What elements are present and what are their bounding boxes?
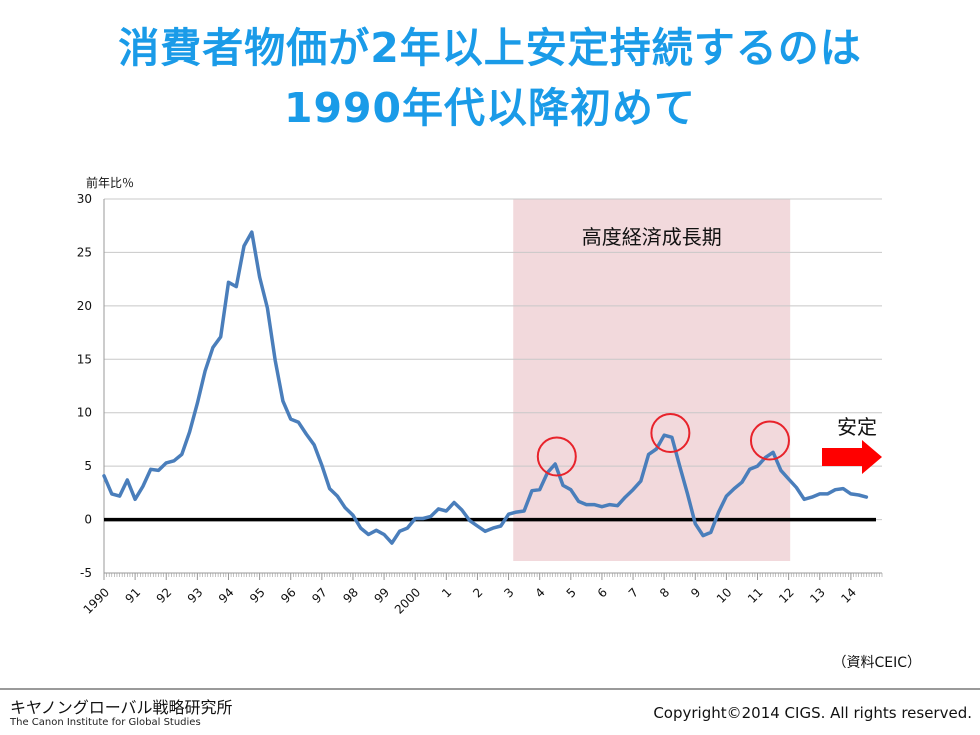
x-tick-label: 3 bbox=[501, 585, 516, 600]
x-tick-label: 96 bbox=[278, 585, 299, 606]
x-tick-label: 14 bbox=[838, 585, 859, 606]
x-tick-label: 91 bbox=[123, 585, 144, 606]
footer-divider bbox=[0, 688, 980, 690]
y-tick-label: 15 bbox=[77, 352, 92, 366]
x-tick-label: 7 bbox=[626, 585, 641, 600]
highlight-circle bbox=[749, 420, 790, 461]
x-tick-label: 10 bbox=[714, 585, 735, 606]
x-tick-label: 1990 bbox=[81, 585, 112, 616]
x-tick-label: 99 bbox=[371, 585, 392, 606]
x-tick-label: 2 bbox=[470, 585, 485, 600]
slide-title-line1: 消費者物価が2年以上安定持続するのは bbox=[118, 24, 862, 72]
x-tick-label: 5 bbox=[564, 585, 579, 600]
org-name-ja: キヤノングローバル戦略研究所 bbox=[10, 698, 233, 717]
y-axis-label: 前年比％ bbox=[86, 175, 134, 190]
x-tick-label: 1 bbox=[439, 585, 454, 600]
copyright-text: Copyright©2014 CIGS. All rights reserved… bbox=[653, 704, 972, 722]
x-tick-label: 94 bbox=[216, 585, 237, 606]
x-tick-label: 95 bbox=[247, 585, 268, 606]
y-tick-label: 10 bbox=[77, 406, 92, 420]
x-tick-label: 4 bbox=[532, 585, 547, 600]
x-tick-label: 13 bbox=[807, 585, 828, 606]
slide-title-line2: 1990年代以降初めて bbox=[283, 84, 697, 132]
x-tick-label: 11 bbox=[745, 585, 766, 606]
right-arrow-icon bbox=[822, 440, 882, 474]
stable-annotation-label: 安定 bbox=[837, 415, 877, 439]
cpi-series-line bbox=[102, 230, 869, 545]
y-tick-label: -5 bbox=[80, 566, 92, 580]
x-tick-label: 2000 bbox=[392, 585, 423, 616]
y-tick-label: 30 bbox=[77, 192, 92, 206]
highlight-circle bbox=[536, 436, 577, 477]
x-tick-label: 98 bbox=[340, 585, 361, 606]
y-tick-label: 5 bbox=[84, 459, 92, 473]
x-tick-label: 92 bbox=[154, 585, 175, 606]
x-tick-label: 97 bbox=[309, 585, 330, 606]
org-name-en: The Canon Institute for Global Studies bbox=[10, 717, 201, 728]
highlight-circle bbox=[650, 413, 691, 454]
x-tick-label: 9 bbox=[688, 585, 703, 600]
shaded-region bbox=[513, 199, 791, 561]
y-tick-label: 25 bbox=[77, 245, 92, 259]
x-tick-label: 93 bbox=[185, 585, 206, 606]
y-tick-label: 20 bbox=[77, 299, 92, 313]
shaded-region-label: 高度経済成長期 bbox=[582, 225, 722, 249]
y-tick-label: 0 bbox=[84, 513, 92, 527]
x-tick-label: 6 bbox=[595, 585, 610, 600]
x-tick-label: 8 bbox=[657, 585, 672, 600]
source-note: （資料CEIC） bbox=[832, 655, 921, 671]
x-tick-label: 12 bbox=[776, 585, 797, 606]
